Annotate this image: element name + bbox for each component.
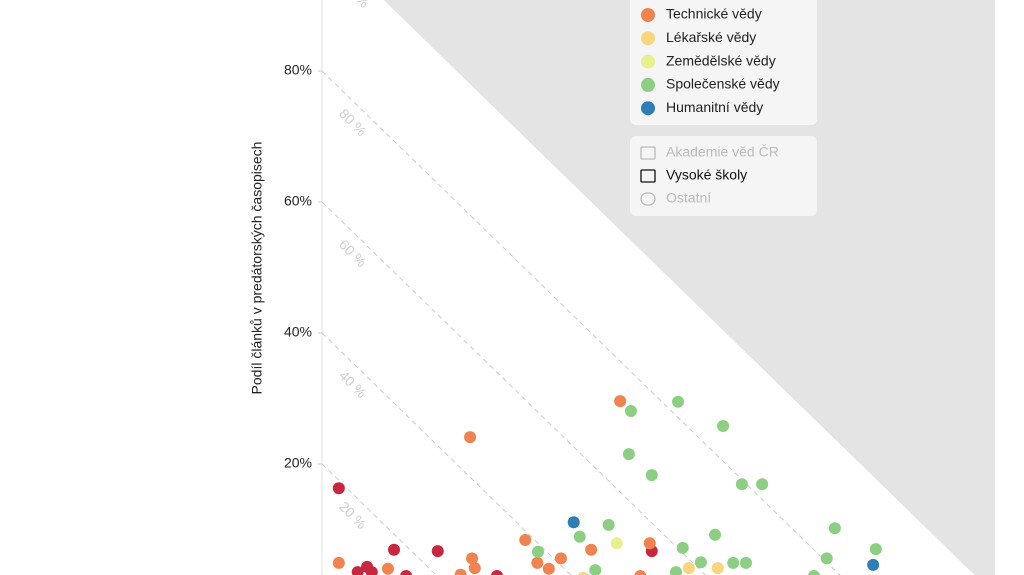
legend-label: Společenské vědy <box>666 76 780 92</box>
legend-marker <box>641 77 655 92</box>
data-point <box>643 537 656 550</box>
icon-shape <box>640 169 656 183</box>
legend-label: Humanitní vědy <box>666 99 763 115</box>
data-point <box>756 478 769 491</box>
data-point <box>554 552 567 565</box>
data-point <box>711 562 724 575</box>
data-point <box>531 556 544 569</box>
data-point <box>381 562 394 575</box>
excluded-region <box>383 0 995 575</box>
legend-marker <box>641 54 655 69</box>
legend-label: Zemědělské vědy <box>666 52 776 68</box>
data-point <box>365 566 378 575</box>
data-point <box>672 395 685 408</box>
institution-label: Ostatní <box>666 190 711 206</box>
data-point <box>808 570 820 575</box>
legend-marker <box>641 8 655 22</box>
data-point <box>676 541 689 554</box>
diagonal-label: 40 % <box>336 367 370 401</box>
data-point <box>694 556 707 569</box>
legend-label: Lékařské vědy <box>666 29 756 45</box>
legend-box <box>630 136 817 216</box>
data-point <box>332 482 345 495</box>
data-point <box>532 545 545 558</box>
data-point <box>645 469 658 482</box>
institution-icon <box>640 192 656 206</box>
data-point <box>739 556 752 569</box>
icon-shape <box>640 146 656 160</box>
data-point <box>614 395 627 408</box>
data-point <box>828 522 841 535</box>
data-point <box>468 562 481 575</box>
plot-right-fill <box>995 0 1024 575</box>
institution-icon <box>640 169 656 183</box>
data-point <box>869 543 882 556</box>
diagonal-label: 80 % <box>336 105 370 139</box>
data-point <box>577 571 589 575</box>
y-tick-label: 60% <box>284 193 312 209</box>
data-point <box>519 533 532 546</box>
data-point <box>431 545 444 558</box>
legend-marker <box>641 31 655 46</box>
data-point <box>332 556 345 569</box>
y-tick-label: 80% <box>284 62 312 78</box>
data-point <box>567 516 580 529</box>
legend-label: Technické vědy <box>666 6 762 22</box>
y-axis-label: Podíl článků v predátorských časopisech <box>249 142 265 395</box>
data-point <box>400 570 413 575</box>
data-point <box>573 530 586 543</box>
y-tick-label: 40% <box>284 324 312 340</box>
data-point <box>735 478 748 491</box>
institution-label: Akademie věd ČR <box>666 144 779 160</box>
diagonal-line <box>321 463 437 575</box>
data-point <box>466 552 479 565</box>
data-point <box>602 518 615 531</box>
data-point <box>610 537 623 550</box>
icon-shape <box>640 192 656 206</box>
diagonal-label: 100 % <box>333 0 372 11</box>
legend-box <box>630 0 817 125</box>
data-point <box>585 543 598 556</box>
data-point <box>867 558 880 571</box>
data-point <box>682 562 695 575</box>
data-point <box>634 570 647 575</box>
diagonal-label: 60 % <box>336 236 370 270</box>
diagonal-label: 20 % <box>336 498 370 532</box>
data-point <box>589 564 602 575</box>
diagonal-line <box>321 332 572 575</box>
legend-marker <box>641 101 655 116</box>
data-point <box>622 448 635 461</box>
data-point <box>624 404 637 417</box>
data-point <box>388 543 401 556</box>
data-point <box>454 568 467 575</box>
data-point <box>351 566 364 575</box>
diagonal-line <box>321 201 706 575</box>
y-tick-label: 20% <box>284 455 312 471</box>
data-point <box>542 562 555 575</box>
data-point <box>727 556 740 569</box>
data-point <box>464 431 477 444</box>
data-point <box>820 552 833 565</box>
institution-icon <box>640 146 656 160</box>
data-point <box>717 420 730 433</box>
institution-label: Vysoké školy <box>666 167 747 183</box>
data-point <box>709 528 722 541</box>
data-point <box>491 570 503 575</box>
data-point <box>669 566 682 575</box>
